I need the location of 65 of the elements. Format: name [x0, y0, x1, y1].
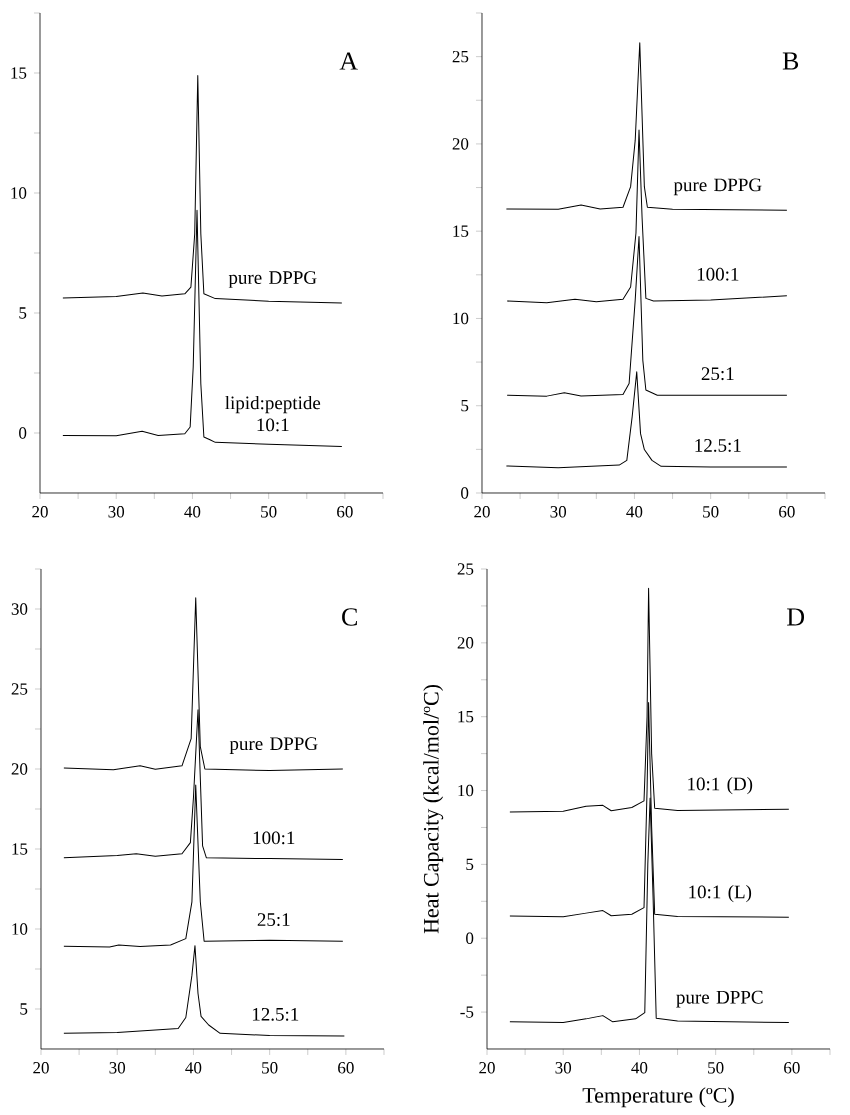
x-tick-label: 30	[108, 506, 125, 518]
y-tick-label: 0	[466, 932, 474, 944]
y-tick-label: -5	[460, 1006, 474, 1018]
series-label: 10:1 (L)	[689, 884, 752, 903]
series-label: 10:1 (D)	[688, 777, 753, 795]
x-tick-label: 20	[474, 506, 490, 518]
y-tick-label: 25	[457, 563, 474, 575]
y-tick-label: 25	[452, 50, 469, 63]
x-tick-label: 20	[32, 506, 48, 518]
text: D	[787, 608, 805, 626]
x-axis-title: Temperature (ºC)	[582, 1087, 734, 1108]
x-tick-label: 30	[109, 1062, 126, 1074]
x-tick-label: 60	[338, 1062, 354, 1074]
y-tick-label: 15	[11, 67, 27, 79]
text: C	[342, 608, 357, 626]
series-label: 100:1	[697, 267, 739, 281]
y-tick-label: 5	[19, 307, 27, 319]
x-tick-label: 50	[708, 1062, 724, 1074]
y-tick-label: 10	[12, 923, 28, 935]
series-label: lipid:peptide 10:1	[225, 395, 321, 432]
x-tick-label: 30	[555, 1062, 572, 1074]
y-tick-label: 0	[461, 487, 469, 499]
y-tick-label: 15	[458, 710, 474, 723]
x-tick-label: 20	[33, 1062, 49, 1074]
x-tick-label: 60	[779, 506, 795, 518]
x-tick-label: 40	[626, 506, 643, 518]
series-label: 25:1	[257, 913, 290, 927]
y-tick-label: 15	[12, 843, 28, 855]
x-tick-label: 40	[184, 506, 201, 518]
series-label: pure DPPG	[228, 271, 317, 288]
y-tick-label: 20	[452, 138, 469, 150]
line-series	[506, 129, 788, 304]
x-tick-label: 40	[185, 1062, 202, 1074]
x-tick-label: 60	[784, 1062, 800, 1074]
y-tick-label: 20	[457, 637, 474, 649]
y-tick-label: 20	[11, 763, 28, 775]
y-tick-label: 10	[453, 312, 469, 325]
series-label: pure DPPG	[229, 737, 318, 754]
series-label: 12.5:1	[252, 1007, 299, 1021]
x-tick-label: 50	[262, 1062, 278, 1074]
y-tick-label: 5	[20, 1003, 28, 1015]
y-tick-label: 5	[461, 400, 469, 412]
y-tick-label: 25	[11, 683, 28, 695]
line-series	[506, 235, 788, 397]
y-tick-label: 30	[11, 603, 28, 615]
series-label: 12.5:1	[695, 439, 741, 452]
series-label: pure DPPG	[673, 178, 762, 196]
y-axis-title: Heat Capacity (kcal/mol/ºC)	[423, 684, 444, 934]
line-series	[63, 945, 345, 1037]
y-tick-label: 10	[458, 784, 474, 797]
y-tick-label: 5	[466, 858, 474, 871]
x-tick-label: 50	[703, 506, 719, 518]
x-tick-label: 30	[550, 506, 567, 518]
text: B	[782, 52, 799, 70]
x-tick-label: 60	[337, 506, 353, 518]
series-label: 100:1	[253, 831, 295, 845]
x-tick-label: 20	[479, 1062, 495, 1074]
text: A	[339, 52, 358, 70]
y-tick-label: 15	[453, 225, 469, 237]
y-tick-label: 0	[19, 427, 27, 439]
series-label: 25:1	[701, 367, 734, 381]
y-tick-label: 10	[11, 187, 27, 199]
series-label: pure DPPC	[676, 990, 763, 1008]
x-tick-label: 50	[261, 506, 277, 518]
x-tick-label: 40	[631, 1062, 648, 1074]
